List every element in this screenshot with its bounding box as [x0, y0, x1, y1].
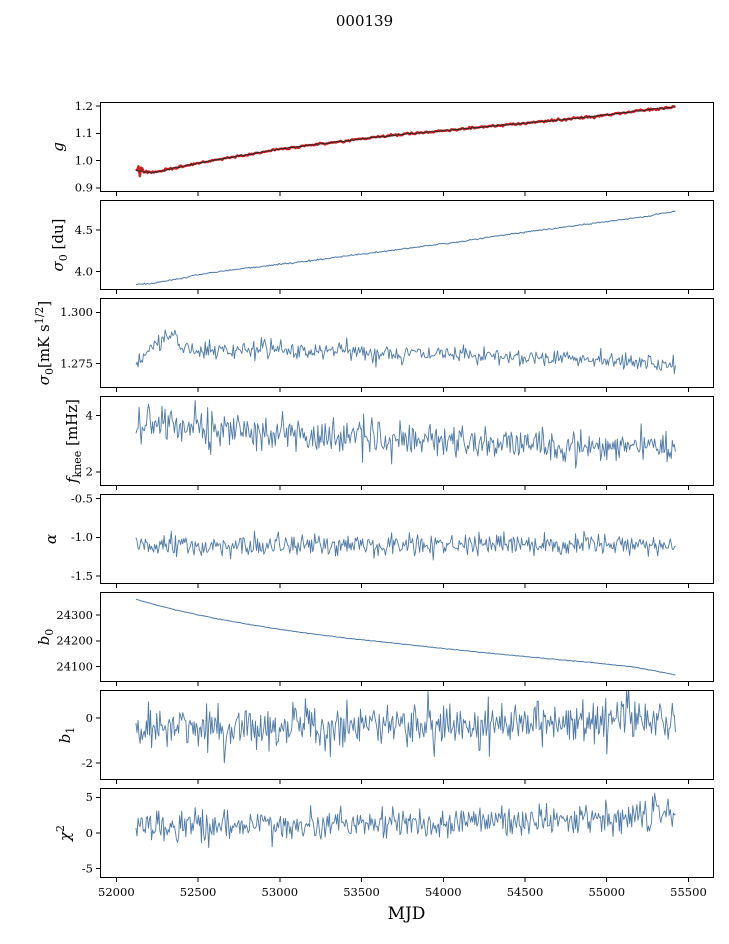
plot-frame	[100, 200, 714, 290]
plot-frame	[100, 592, 714, 682]
plot-frame	[100, 690, 714, 780]
y-tick-label: -0.5	[71, 491, 93, 505]
x-tick-label: 54000	[425, 885, 462, 899]
y-axis-label-b1: b1	[56, 727, 77, 744]
y-tick-label: 1.1	[75, 126, 93, 140]
series-b1	[135, 690, 676, 764]
y-tick-label: 5	[86, 790, 93, 804]
series-f-knee	[135, 400, 676, 469]
plot-frame	[100, 396, 714, 486]
y-tick-label: 1.300	[60, 305, 93, 319]
y-tick-label: 4.0	[75, 264, 93, 278]
x-tick-label: 53500	[343, 885, 380, 899]
plot-frame	[100, 298, 714, 388]
subplot-alpha: -0.5 -1.0 -1.5 α	[42, 491, 714, 588]
plot-frame	[100, 788, 714, 878]
y-tick-label: 24100	[56, 659, 93, 673]
y-tick-label: 1.0	[75, 153, 93, 167]
series-sigma0-du	[135, 210, 676, 286]
y-tick-label: -2	[82, 756, 93, 770]
y-tick-label: -1.5	[71, 569, 93, 583]
y-axis-label-f-knee: fknee [mHz]	[63, 399, 84, 484]
y-tick-label: 1.275	[60, 356, 93, 370]
y-tick-label: 24300	[56, 608, 93, 622]
x-tick-label: 55500	[670, 885, 707, 899]
series-sigma0-mks	[135, 329, 676, 375]
chart-title: 000139	[335, 12, 394, 30]
x-axis-label: MJD	[387, 904, 426, 924]
series-chi2	[135, 792, 676, 849]
plot-frame	[100, 102, 714, 192]
series-alpha	[135, 530, 676, 561]
subplot-stack: 0.9 1.0 1.1 1.2 g 4.0 4.5 σ0 [du] 1.275 1.300 σ0[m…	[0, 99, 729, 904]
subplot-chi2: 5 0 -5 52000 52500 53000 53500 54000 54500 55000 5…	[54, 788, 714, 899]
y-tick-label: 0.9	[75, 181, 93, 195]
y-tick-label: 1.2	[75, 99, 93, 113]
subplot-sigma0-mks: 1.275 1.300 σ0[mK s1/2]	[33, 298, 714, 392]
y-tick-label: 4	[86, 408, 93, 422]
series-g-calibration-dark	[135, 106, 676, 174]
x-tick-label: 52000	[98, 885, 135, 899]
y-axis-label-b0: b0	[35, 629, 56, 646]
series-b0	[135, 598, 676, 676]
y-tick-label: 4.5	[75, 223, 93, 237]
series-g-calibration-red	[135, 105, 676, 178]
subplot-b1: 0 -2 b1	[56, 690, 714, 784]
y-tick-label: 24200	[56, 634, 93, 648]
figure: 000139 0.9 1.0 1.1 1.2 g 4.0 4.5 σ0 [du] 1.275 1.…	[0, 12, 729, 924]
x-tick-label: 52500	[180, 885, 217, 899]
y-tick-label: 2	[86, 465, 93, 479]
subplot-g: 0.9 1.0 1.1 1.2 g	[49, 99, 714, 196]
x-tick-label: 55000	[588, 885, 625, 899]
y-tick-label: 0	[86, 826, 93, 840]
y-axis-label-sigma0-du: σ0 [du]	[49, 219, 70, 272]
x-tick-label: 54500	[507, 885, 544, 899]
y-axis-label-g: g	[49, 142, 67, 152]
subplot-sigma0-du: 4.0 4.5 σ0 [du]	[49, 200, 714, 294]
y-axis-label-chi2: χ2	[54, 825, 74, 842]
y-axis-label-alpha: α	[42, 534, 60, 544]
x-tick-label: 53000	[262, 885, 299, 899]
y-tick-label: -1.0	[71, 530, 93, 544]
y-axis-label-sigma0-mks: σ0[mK s1/2]	[33, 301, 56, 386]
y-tick-label: 0	[86, 711, 93, 725]
y-tick-label: -5	[82, 862, 93, 876]
plot-frame	[100, 494, 714, 584]
